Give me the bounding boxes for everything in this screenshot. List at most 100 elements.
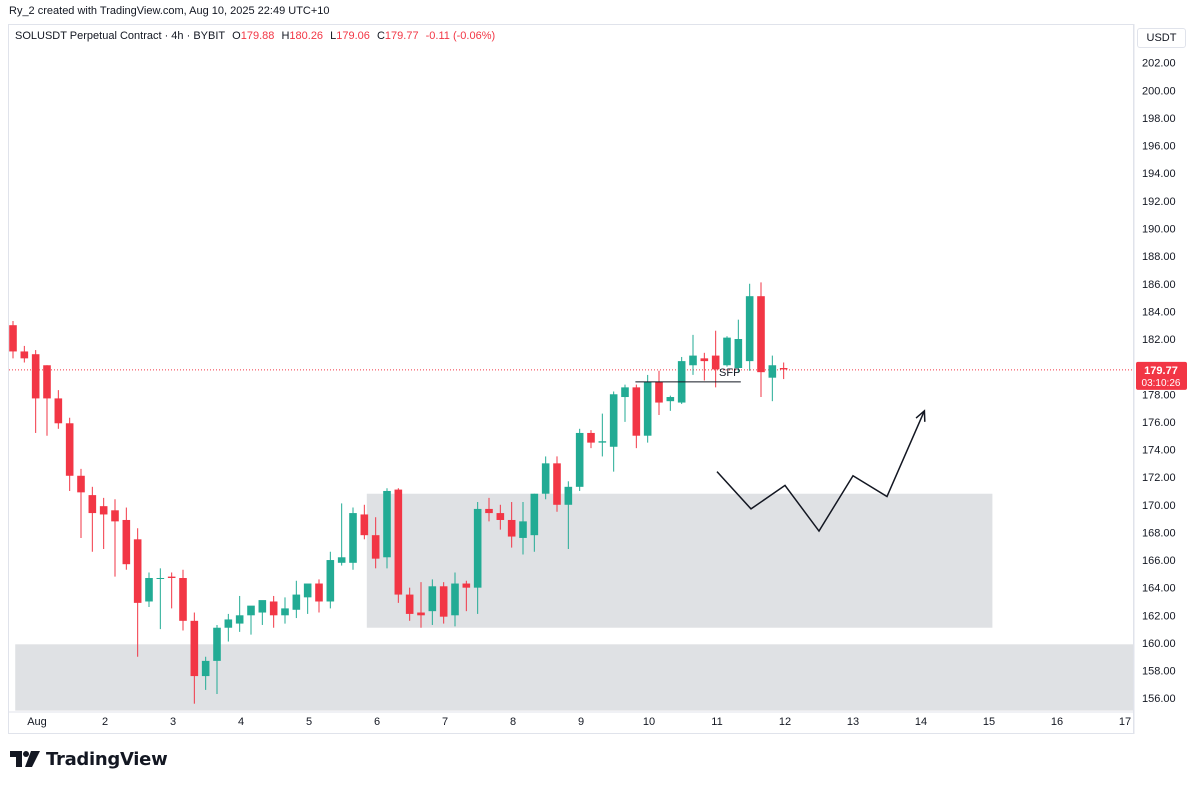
candle-body [564,486,573,505]
candle[interactable] [575,428,584,491]
candle[interactable] [179,569,187,631]
candle-body [371,535,380,559]
candle[interactable] [258,600,267,625]
candle[interactable] [122,507,131,570]
candle[interactable] [99,497,108,549]
candle[interactable] [292,580,301,619]
candle[interactable] [621,384,629,422]
candle-body [133,539,142,603]
currency-button[interactable]: USDT [1137,28,1186,48]
candle[interactable] [643,374,652,443]
candle-body [77,475,85,493]
candle[interactable] [349,507,357,570]
candle[interactable] [167,572,176,609]
candle[interactable] [485,497,493,522]
candle[interactable] [587,430,595,449]
candle-body [383,490,391,558]
candle[interactable] [281,597,289,624]
candle-body [54,398,63,424]
candle[interactable] [768,355,777,402]
time-tick-label: 7 [442,716,448,728]
candle[interactable] [111,499,119,577]
candle[interactable] [405,587,414,621]
candle[interactable] [757,282,765,398]
candle[interactable] [779,362,788,380]
candle[interactable] [247,605,255,635]
candle[interactable] [451,572,459,627]
candle[interactable] [394,488,403,603]
candle[interactable] [213,624,221,695]
close-label: C [376,30,385,42]
candle-body [689,355,697,366]
candle[interactable] [326,551,335,609]
candle[interactable] [360,504,369,540]
candle[interactable] [734,319,743,373]
candle[interactable] [337,503,346,566]
candle[interactable] [303,583,312,614]
candle-body [655,381,663,403]
candle[interactable] [65,417,74,491]
price-tick-label: 172.00 [1142,472,1176,484]
candle[interactable] [417,582,425,628]
bar-countdown: 03:10:26 [1142,378,1181,389]
price-tick-label: 168.00 [1142,527,1176,539]
candle[interactable] [507,502,516,548]
candle-body [315,583,323,602]
candle[interactable] [632,384,641,449]
candle[interactable] [201,656,210,690]
candle[interactable] [156,568,165,630]
candle[interactable] [462,580,471,612]
candle-body [700,358,709,362]
candle[interactable] [371,517,380,569]
candle[interactable] [700,352,709,381]
candle[interactable] [677,356,686,404]
candle[interactable] [541,456,550,500]
candle[interactable] [689,334,697,375]
candle[interactable] [609,391,618,472]
candle[interactable] [88,486,97,552]
time-tick-label: 14 [915,716,927,728]
candle[interactable] [54,390,63,429]
candle[interactable] [519,502,527,555]
candle[interactable] [269,595,278,628]
candle[interactable] [723,336,731,367]
symbol-legend[interactable]: SOLUSDT Perpetual Contract · 4h · BYBIT … [15,30,495,42]
candle[interactable] [598,413,607,457]
candle[interactable] [315,579,323,613]
candle[interactable] [428,579,437,625]
candle[interactable] [145,572,153,608]
time-tick-label: 9 [578,716,584,728]
price-tick-label: 192.00 [1142,196,1176,208]
zones-layer [15,493,1134,711]
candle[interactable] [77,468,85,538]
candle[interactable] [9,321,17,359]
candle[interactable] [496,504,505,530]
price-tick-label: 202.00 [1142,58,1176,70]
price-tick-label: 182.00 [1142,334,1176,346]
demand-zone-upper[interactable] [366,493,993,628]
candle-body [224,619,233,628]
candle[interactable] [655,370,663,415]
price-tick-label: 190.00 [1142,223,1176,235]
demand-zone-lower[interactable] [15,644,1134,711]
candle-body [541,463,550,494]
projection-path[interactable] [716,410,926,533]
candle[interactable] [439,582,448,624]
candle[interactable] [31,350,40,433]
candle[interactable] [553,456,561,512]
candle[interactable] [473,502,482,614]
candle[interactable] [43,365,51,436]
candle[interactable] [224,613,233,642]
candle[interactable] [133,528,142,657]
candle[interactable] [383,488,391,569]
candle[interactable] [20,345,29,363]
candle[interactable] [190,612,199,704]
candle[interactable] [745,283,754,371]
candle[interactable] [666,395,675,411]
candle[interactable] [564,481,573,549]
candle[interactable] [235,595,244,632]
candle[interactable] [711,330,720,388]
candle-body [88,495,97,514]
candle[interactable] [530,493,539,552]
